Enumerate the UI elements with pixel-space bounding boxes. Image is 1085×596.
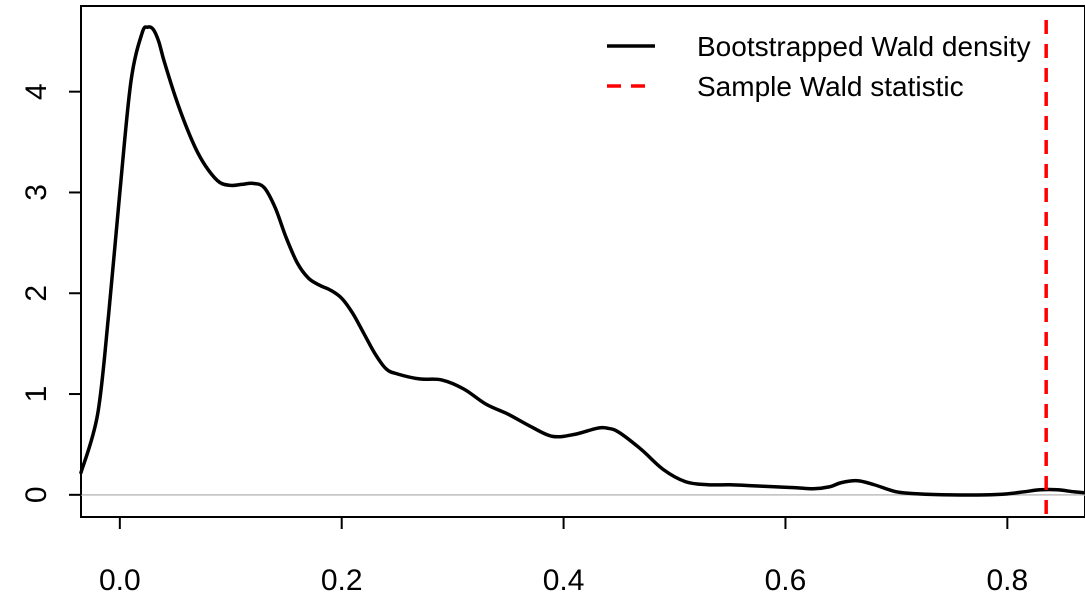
legend-label-statistic: Sample Wald statistic xyxy=(697,71,964,102)
legend: Bootstrapped Wald density Sample Wald st… xyxy=(607,31,1031,102)
series-line-bootstrapped-wald-density xyxy=(79,25,1085,497)
y-axis: 0 1 2 3 4 xyxy=(20,83,82,503)
x-tick-label: 0.6 xyxy=(765,564,807,596)
y-tick-label: 0 xyxy=(20,486,53,503)
x-tick-label: 0.0 xyxy=(99,564,141,596)
x-axis: 0.0 0.2 0.4 0.6 0.8 xyxy=(99,516,1028,596)
x-tick-label: 0.8 xyxy=(986,564,1028,596)
x-tick-label: 0.2 xyxy=(321,564,363,596)
legend-label-density: Bootstrapped Wald density xyxy=(697,31,1031,62)
y-tick-label: 1 xyxy=(20,386,53,403)
y-tick-label: 2 xyxy=(20,285,53,302)
y-tick-label: 4 xyxy=(20,83,53,100)
x-tick-label: 0.4 xyxy=(543,564,585,596)
y-tick-label: 3 xyxy=(20,184,53,201)
